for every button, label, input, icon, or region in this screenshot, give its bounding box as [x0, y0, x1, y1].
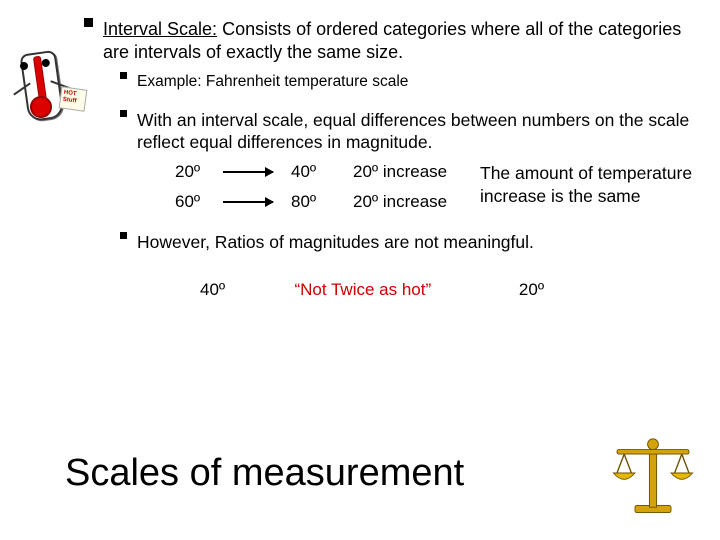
side-note: The amount of temperature increase is th… [480, 162, 700, 208]
interval-scale-term: Interval Scale: [103, 19, 217, 39]
arrow-icon [223, 201, 273, 203]
ratio-example-row: 40º “Not Twice as hot” 20º [200, 280, 670, 300]
bullet-square-icon [120, 232, 127, 239]
arrow-icon [223, 171, 273, 173]
bullet-square-icon [120, 110, 127, 117]
bullet-ratios: However, Ratios of magnitudes are not me… [120, 232, 680, 254]
equal-diff-text: With an interval scale, equal difference… [137, 110, 690, 154]
slide-title: Scales of measurement [65, 452, 464, 495]
arrow-from: 20º [175, 162, 215, 182]
arrow-delta: 20º increase [353, 162, 473, 182]
thermometer-illustration: HOT Stuff [10, 48, 85, 133]
bullet-square-icon [120, 72, 127, 79]
ratios-text: However, Ratios of magnitudes are not me… [137, 232, 534, 254]
arrow-to: 40º [291, 162, 337, 182]
interval-scale-text: Interval Scale: Consists of ordered cate… [103, 18, 684, 63]
bullet-square-icon [84, 18, 93, 27]
scales-icon [608, 428, 698, 518]
arrow-to: 80º [291, 192, 337, 212]
balance-scales-illustration [608, 428, 698, 518]
ratio-center: “Not Twice as hot” [294, 280, 484, 300]
ratio-right: 20º [519, 280, 569, 300]
bullet-equal-differences: With an interval scale, equal difference… [120, 110, 690, 154]
example-text: Example: Fahrenheit temperature scale [137, 72, 408, 92]
side-note-text: The amount of temperature increase is th… [480, 163, 692, 206]
ratio-left: 40º [200, 280, 260, 300]
bullet-example: Example: Fahrenheit temperature scale [120, 72, 680, 92]
bullet-interval-scale: Interval Scale: Consists of ordered cate… [84, 18, 684, 63]
thermometer-card-text: HOT Stuff [59, 86, 88, 111]
arrow-from: 60º [175, 192, 215, 212]
arrow-delta: 20º increase [353, 192, 473, 212]
